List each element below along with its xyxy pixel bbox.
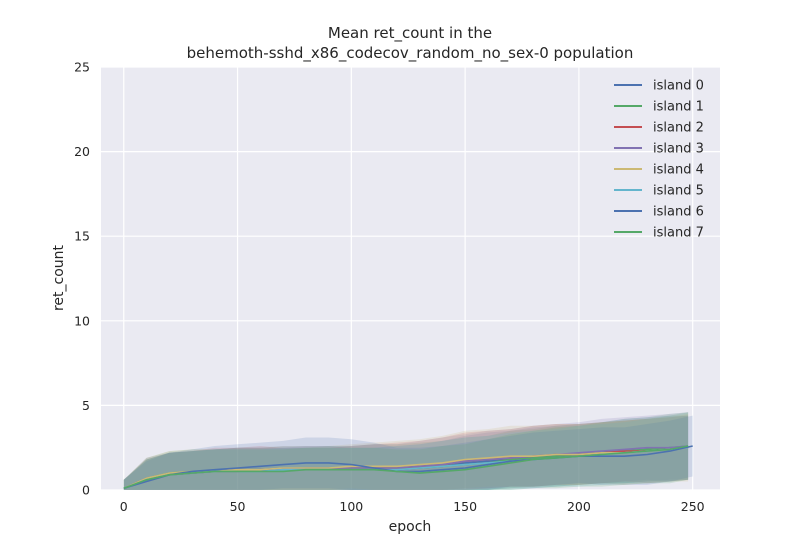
x-tick-label: 200 (567, 499, 591, 514)
legend-label-island-5: island 5 (653, 184, 704, 199)
x-tick-labels: 0 50 100 150 200 250 (120, 499, 705, 514)
y-tick-label: 25 (74, 60, 90, 75)
chart-title-line-1: Mean ret_count in the (328, 24, 492, 43)
legend-label-island-6: island 6 (653, 205, 704, 220)
line-island-6 (123, 445, 693, 490)
legend-label-island-2: island 2 (653, 121, 704, 136)
series-bands (123, 412, 693, 490)
x-axis-label: epoch (389, 519, 432, 535)
legend-label-island-4: island 4 (653, 163, 704, 178)
legend-label-island-3: island 3 (653, 142, 704, 157)
line-island-7 (123, 445, 689, 490)
y-tick-label: 20 (74, 144, 90, 159)
series-lines (123, 445, 693, 490)
y-tick-label: 10 (74, 313, 90, 328)
legend-label-island-7: island 7 (653, 226, 704, 241)
chart-title-line-2: behemoth-sshd_x86_codecov_random_no_sex-… (187, 44, 634, 63)
legend-label-island-0: island 0 (653, 79, 704, 94)
y-tick-labels: 0 5 10 15 20 25 (74, 60, 90, 498)
y-tick-label: 15 (74, 229, 90, 244)
y-tick-label: 0 (82, 483, 90, 498)
y-axis-label: ret_count (51, 244, 67, 311)
x-tick-label: 100 (339, 499, 363, 514)
x-tick-label: 250 (681, 499, 705, 514)
x-tick-label: 50 (230, 499, 246, 514)
plot-area (101, 67, 720, 490)
legend-label-island-1: island 1 (653, 100, 704, 115)
x-tick-label: 0 (120, 499, 128, 514)
y-tick-label: 5 (82, 398, 90, 413)
x-tick-label: 150 (453, 499, 477, 514)
legend: island 0 island 1 island 2 island 3 island 4… (614, 79, 704, 241)
gridlines (101, 66, 720, 491)
